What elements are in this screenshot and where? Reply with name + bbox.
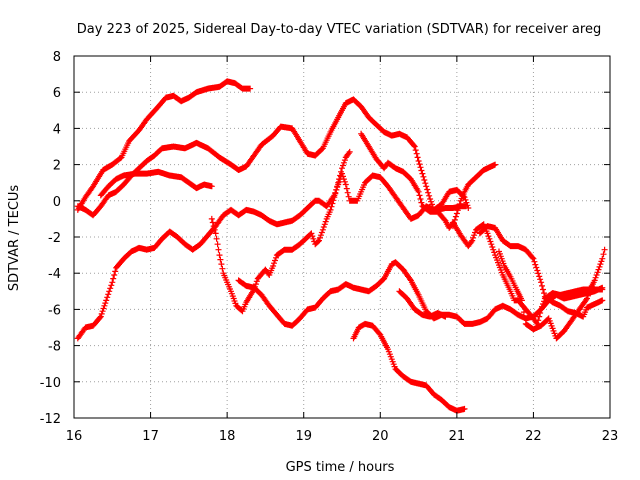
series-track-10 <box>476 223 606 320</box>
series-track-4 <box>74 170 472 342</box>
series-markers <box>74 170 472 342</box>
y-axis-label: SDTVAR / TECUs <box>7 185 22 292</box>
series-markers <box>476 223 606 320</box>
y-tick-label: 6 <box>53 86 61 101</box>
series-markers <box>350 320 468 414</box>
y-tick-label: -4 <box>48 267 61 282</box>
y-tick-label: 4 <box>53 122 61 137</box>
x-tick-label: 18 <box>219 429 236 444</box>
series-track-12 <box>496 246 608 342</box>
y-tick-label: 2 <box>53 159 61 174</box>
series-track-7 <box>350 320 468 414</box>
series-markers <box>74 78 254 213</box>
series-track-8 <box>358 130 606 327</box>
data-series <box>74 78 608 414</box>
series-track-9 <box>450 161 499 230</box>
y-tick-label: -10 <box>40 376 61 391</box>
series-track-1 <box>74 78 254 213</box>
series-track-11 <box>396 288 449 320</box>
chart-title: Day 223 of 2025, Sidereal Day-to-day VTE… <box>77 22 601 37</box>
series-track-3 <box>97 168 215 199</box>
x-tick-label: 22 <box>525 429 542 444</box>
x-axis-label: GPS time / hours <box>286 460 395 475</box>
y-tick-label: -12 <box>40 412 61 427</box>
axis-ticks: 16 17 18 19 20 21 22 23 -12 -10 -8 -6 -4 -2 0 2 4 6 8 <box>40 50 619 444</box>
x-tick-label: 17 <box>142 429 159 444</box>
series-track-5 <box>208 148 353 315</box>
y-tick-label: -6 <box>48 303 61 318</box>
y-tick-label: -2 <box>48 231 61 246</box>
series-markers <box>450 161 499 230</box>
x-tick-label: 19 <box>295 429 312 444</box>
y-tick-label: 0 <box>53 195 61 210</box>
series-track-2 <box>74 96 469 219</box>
x-tick-label: 23 <box>602 429 619 444</box>
series-markers <box>496 246 608 342</box>
x-tick-label: 16 <box>66 429 83 444</box>
series-markers <box>208 148 353 315</box>
y-tick-label: 8 <box>53 50 61 65</box>
x-tick-label: 21 <box>449 429 466 444</box>
y-tick-label: -8 <box>48 340 61 355</box>
series-markers <box>358 130 606 327</box>
x-tick-label: 20 <box>372 429 389 444</box>
grid-lines <box>74 56 610 418</box>
series-markers <box>97 168 215 199</box>
series-markers <box>74 96 469 219</box>
series-markers <box>396 288 449 320</box>
